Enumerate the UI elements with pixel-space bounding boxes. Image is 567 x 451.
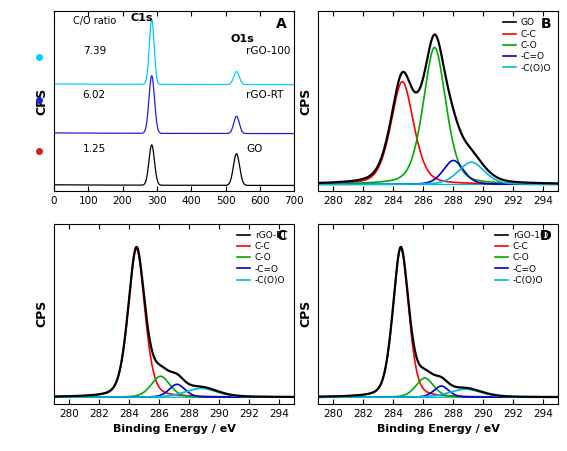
Text: C/O ratio: C/O ratio: [73, 16, 116, 26]
Text: 1.25: 1.25: [83, 144, 106, 154]
Text: C1s: C1s: [130, 13, 153, 23]
Text: O1s: O1s: [230, 34, 254, 44]
Legend: rGO-100, C-C, C-O, -C=O, -C(O)O: rGO-100, C-C, C-O, -C=O, -C(O)O: [492, 228, 554, 288]
Text: D: D: [540, 229, 551, 243]
Legend: GO, C-C, C-O, -C=O, -C(O)O: GO, C-C, C-O, -C=O, -C(O)O: [500, 16, 554, 75]
Y-axis label: CPS: CPS: [35, 300, 48, 327]
Y-axis label: CPS: CPS: [299, 87, 312, 115]
Y-axis label: CPS: CPS: [35, 87, 48, 115]
Text: rGO-RT: rGO-RT: [246, 90, 284, 100]
Text: rGO-100: rGO-100: [246, 46, 290, 56]
Text: B: B: [541, 17, 551, 31]
Text: A: A: [276, 17, 287, 31]
Legend: rGO-RT, C-C, C-O, -C=O, -C(O)O: rGO-RT, C-C, C-O, -C=O, -C(O)O: [234, 228, 290, 288]
Text: GO: GO: [246, 144, 263, 154]
Text: 6.02: 6.02: [83, 90, 106, 100]
X-axis label: Binding Energy / eV: Binding Energy / eV: [377, 424, 500, 434]
Y-axis label: CPS: CPS: [299, 300, 312, 327]
X-axis label: Binding Energy / eV: Binding Energy / eV: [113, 424, 235, 434]
Text: C: C: [277, 229, 287, 243]
Text: 7.39: 7.39: [83, 46, 106, 56]
